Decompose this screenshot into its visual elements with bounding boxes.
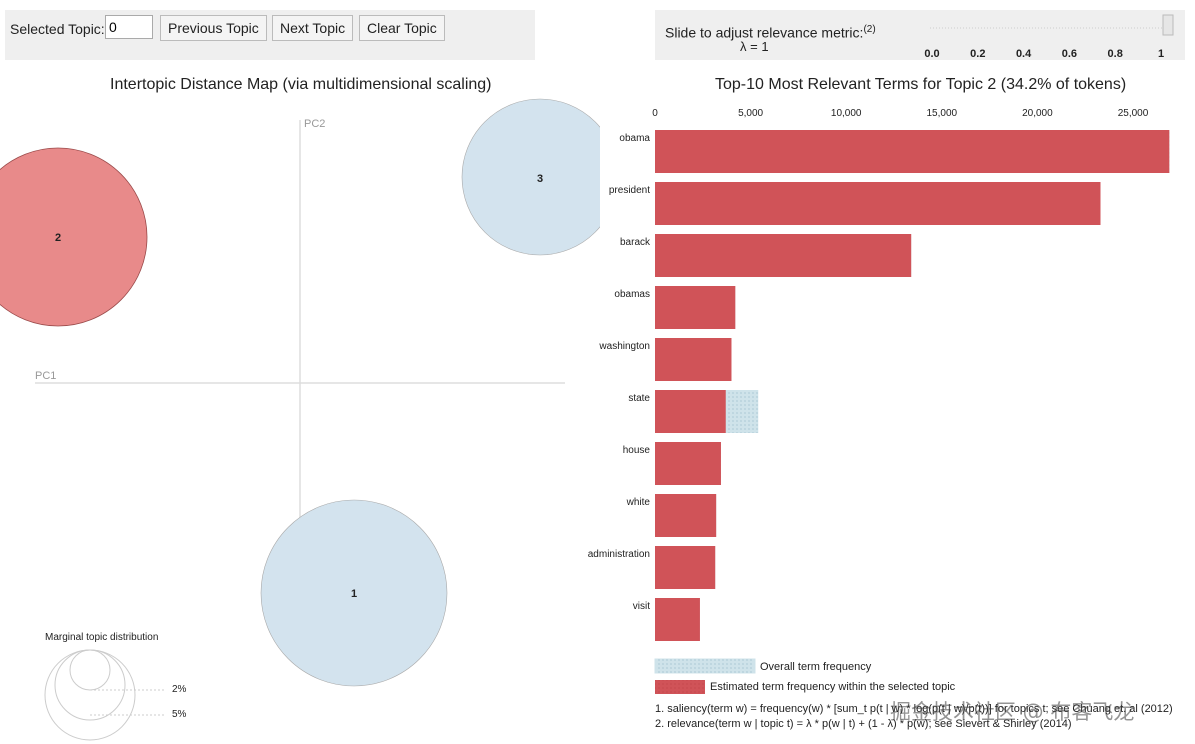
x-tick-label: 0: [652, 108, 658, 119]
term-label-president[interactable]: president: [609, 185, 650, 196]
marginal-large-label: 5%: [172, 709, 187, 720]
bar-estimated-state[interactable]: [655, 390, 726, 433]
topic-label-2: 2: [55, 232, 61, 244]
footnote-saliency: 1. saliency(term w) = frequency(w) * [su…: [655, 703, 1173, 715]
x-tick-label: 15,000: [927, 108, 958, 119]
slider-tick-label: 1: [1158, 48, 1164, 60]
slider-tick-label: 0.0: [924, 48, 939, 60]
topic-circle-1[interactable]: [260, 499, 448, 687]
relevance-slider[interactable]: 0.0 0.2 0.4 0.6 0.8 1: [0, 0, 1195, 70]
bar-estimated-visit[interactable]: [655, 598, 700, 641]
previous-topic-button[interactable]: Previous Topic: [160, 15, 267, 41]
term-label-barack[interactable]: barack: [620, 237, 651, 248]
topic-controls-panel: [5, 10, 535, 60]
footnote-relevance: 2. relevance(term w | topic t) = λ * p(w…: [655, 718, 1072, 730]
bar-estimated-white[interactable]: [655, 494, 717, 537]
term-label-washington[interactable]: washington: [598, 341, 650, 352]
intertopic-map-title: Intertopic Distance Map (via multidimens…: [110, 76, 492, 93]
term-label-visit[interactable]: visit: [633, 601, 650, 612]
bar-estimated-president[interactable]: [655, 182, 1101, 225]
topic-label-1: 1: [351, 588, 357, 600]
slider-tick-label: 0.8: [1108, 48, 1123, 60]
legend-estimated-swatch: [655, 680, 705, 694]
pc2-label: PC2: [304, 118, 325, 130]
terms-bar-chart: 0 5,000 10,000 15,000 20,000 25,000 obama pres…: [588, 108, 1170, 641]
selected-topic-label: Selected Topic:: [10, 21, 105, 37]
topic-circle-3[interactable]: [461, 98, 600, 256]
bar-estimated-obamas[interactable]: [655, 286, 736, 329]
bar-estimated-barack[interactable]: [655, 234, 912, 277]
marginal-mid-circle: [54, 649, 126, 721]
bar-estimated-washington[interactable]: [655, 338, 732, 381]
next-topic-button[interactable]: Next Topic: [272, 15, 354, 41]
bar-estimated-house[interactable]: [655, 442, 721, 485]
footnote-ref: (2): [863, 24, 876, 35]
bar-estimated-obama[interactable]: [655, 130, 1170, 173]
marginal-small-circle: [69, 649, 111, 691]
term-label-house[interactable]: house: [623, 445, 651, 456]
clear-topic-button[interactable]: Clear Topic: [359, 15, 445, 41]
relevance-slider-label: Slide to adjust relevance metric:(2): [665, 24, 876, 41]
term-label-white[interactable]: white: [626, 497, 651, 508]
pc1-label: PC1: [35, 370, 56, 382]
lambda-value: λ = 1: [740, 39, 769, 54]
intertopic-map: PC2 PC1 1 2 3 Marginal topic distributio…: [0, 98, 600, 741]
x-tick-label: 25,000: [1118, 108, 1149, 119]
topic-label-3: 3: [537, 173, 543, 185]
bar-estimated-administration[interactable]: [655, 546, 716, 589]
bar-legend: Overall term frequency Estimated term fr…: [654, 658, 956, 694]
legend-overall-label: Overall term frequency: [760, 661, 872, 673]
watermark: 掘金技术社区 @ 布客飞龙: [890, 700, 1135, 724]
legend-overall-swatch: [654, 658, 756, 674]
marginal-legend-title: Marginal topic distribution: [45, 632, 158, 643]
term-label-obama[interactable]: obama: [619, 133, 650, 144]
marginal-small-label: 2%: [172, 684, 187, 695]
x-tick-label: 10,000: [831, 108, 862, 119]
selected-topic-input[interactable]: [105, 15, 153, 39]
x-tick-label: 5,000: [738, 108, 763, 119]
term-label-state[interactable]: state: [628, 393, 650, 404]
slider-tick-label: 0.2: [970, 48, 985, 60]
relevance-panel: [655, 10, 1185, 60]
legend-estimated-label: Estimated term frequency within the sele…: [710, 681, 956, 693]
term-label-administration[interactable]: administration: [588, 549, 650, 560]
slider-tick-label: 0.4: [1016, 48, 1032, 60]
slider-tick-label: 0.6: [1062, 48, 1077, 60]
x-tick-label: 20,000: [1022, 108, 1053, 119]
terms-chart-title: Top-10 Most Relevant Terms for Topic 2 (…: [715, 76, 1127, 93]
slider-handle[interactable]: [1162, 14, 1174, 36]
marginal-large-circle: [44, 649, 136, 741]
term-label-obamas[interactable]: obamas: [614, 289, 650, 300]
topic-circle-2[interactable]: [0, 147, 148, 327]
